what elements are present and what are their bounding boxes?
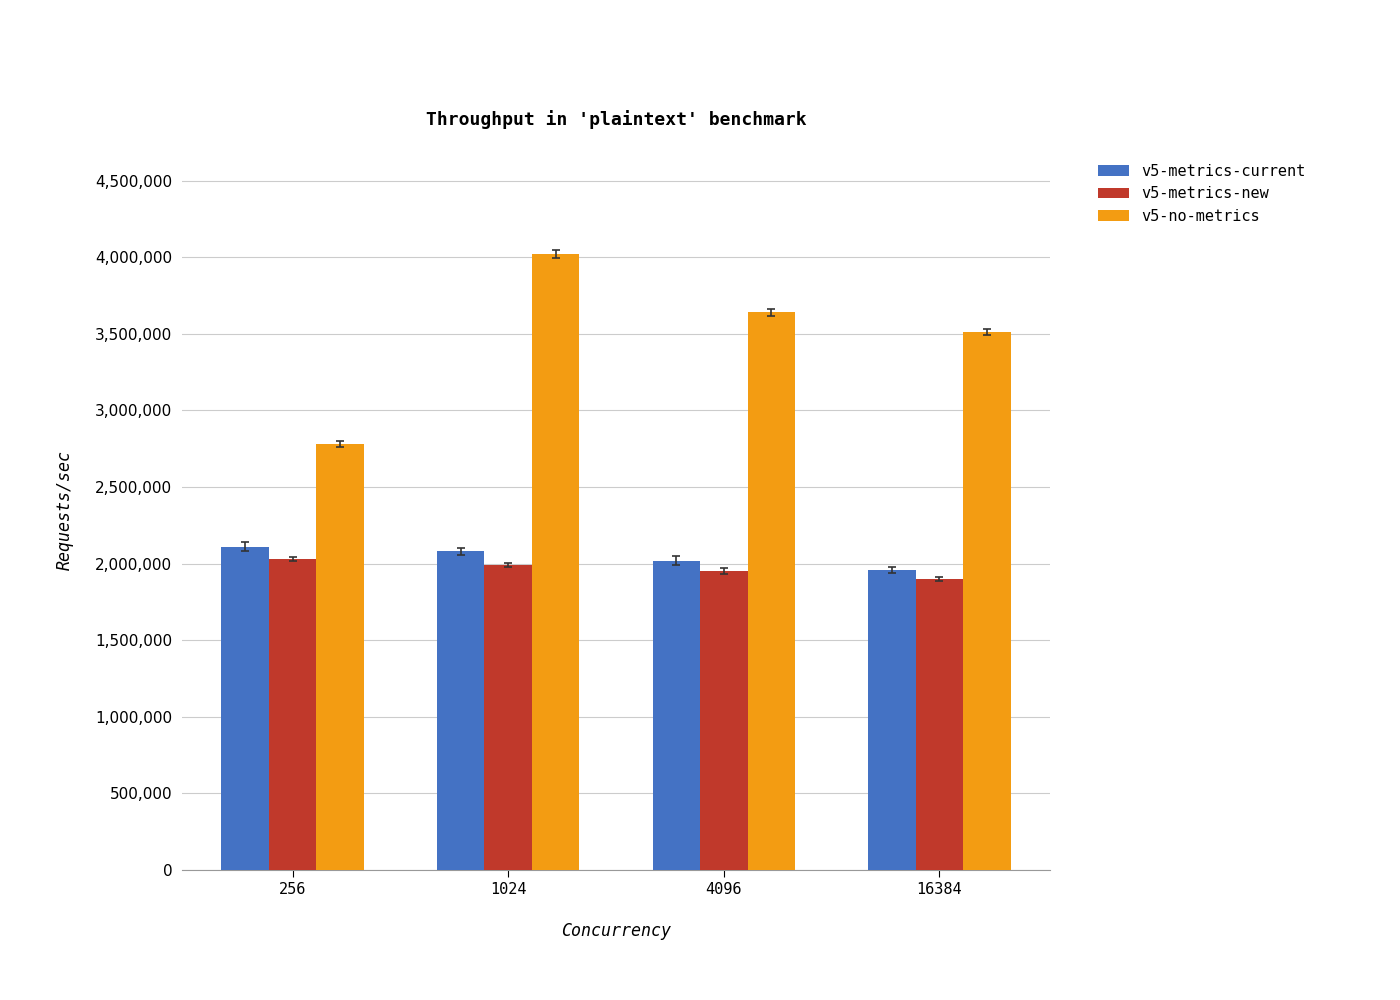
Bar <box>437 551 484 870</box>
Bar <box>963 332 1011 870</box>
X-axis label: Concurrency: Concurrency <box>561 922 671 940</box>
Bar <box>316 444 364 870</box>
Y-axis label: Requests/sec: Requests/sec <box>56 450 74 570</box>
Bar <box>868 570 916 870</box>
Bar <box>700 571 748 870</box>
Bar <box>484 565 532 870</box>
Bar <box>221 547 269 870</box>
Bar <box>532 254 580 870</box>
Title: Throughput in 'plaintext' benchmark: Throughput in 'plaintext' benchmark <box>426 110 806 129</box>
Bar <box>652 561 700 870</box>
Bar <box>748 312 795 870</box>
Bar <box>269 559 316 870</box>
Legend: v5-metrics-current, v5-metrics-new, v5-no-metrics: v5-metrics-current, v5-metrics-new, v5-n… <box>1092 158 1312 230</box>
Bar <box>916 579 963 870</box>
